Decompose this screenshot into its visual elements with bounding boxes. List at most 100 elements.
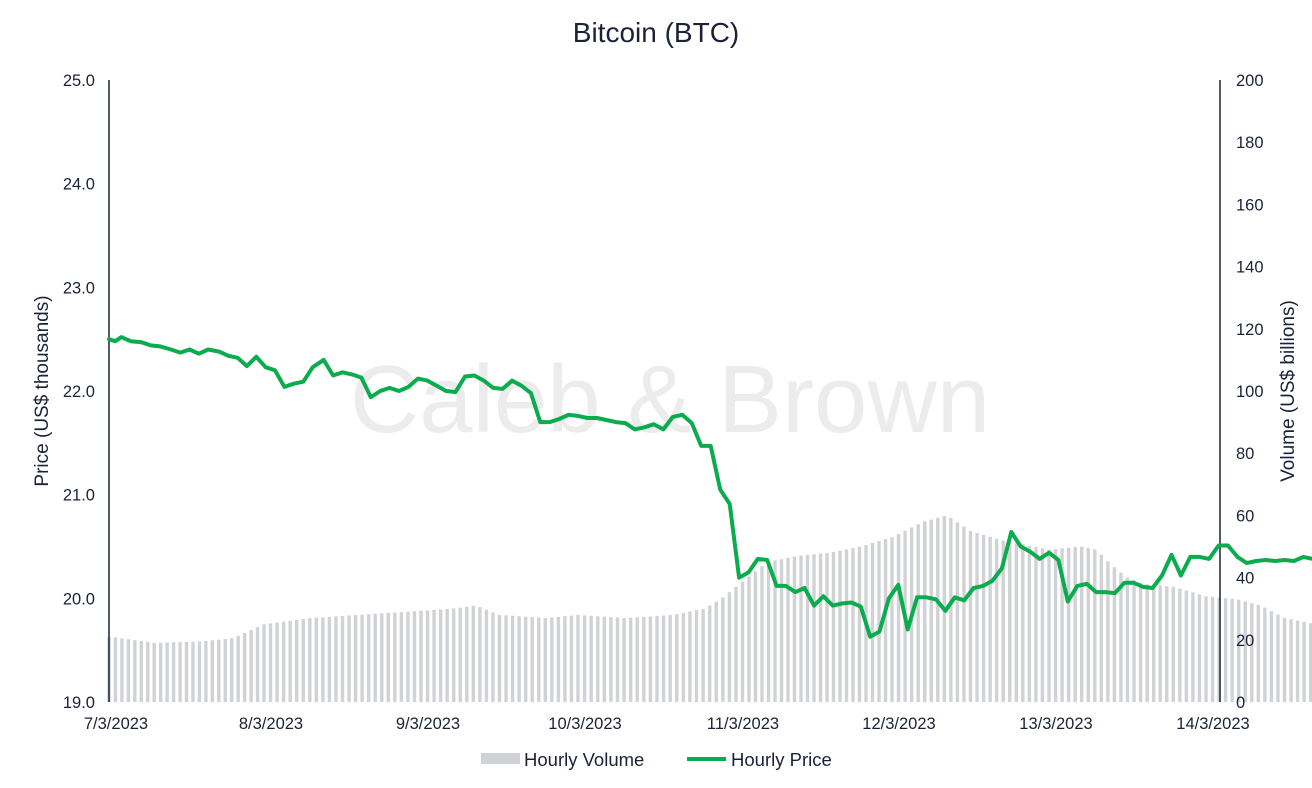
left-tick-label: 20.0 xyxy=(63,590,95,608)
legend: Hourly Volume Hourly Price xyxy=(481,749,832,770)
volume-bar xyxy=(537,617,541,702)
volume-bar xyxy=(694,610,699,702)
volume-bar xyxy=(1230,598,1234,702)
volume-bar xyxy=(760,566,764,702)
left-tick-label: 23.0 xyxy=(63,279,95,297)
volume-bar xyxy=(655,615,659,702)
volume-bar xyxy=(1060,548,1064,702)
volume-bar xyxy=(812,554,816,702)
volume-bar xyxy=(158,642,163,702)
volume-bar xyxy=(255,627,260,702)
right-tick-label: 80 xyxy=(1236,445,1254,463)
volume-bar xyxy=(1158,585,1162,702)
volume-bar xyxy=(438,609,443,702)
volume-bar xyxy=(615,617,620,702)
legend-volume-label: Hourly Volume xyxy=(524,749,644,770)
x-tick-label: 11/3/2023 xyxy=(707,715,779,733)
volume-bar xyxy=(779,559,784,702)
volume-bar xyxy=(753,571,758,702)
volume-bar xyxy=(668,615,672,702)
chart-title: Bitcoin (BTC) xyxy=(573,17,739,48)
volume-bar xyxy=(1112,567,1117,702)
volume-bar xyxy=(1243,601,1247,702)
volume-bar xyxy=(1066,547,1071,702)
volume-bar xyxy=(1119,572,1123,702)
volume-bar xyxy=(721,597,725,702)
volume-bar xyxy=(543,617,547,702)
right-tick-label: 20 xyxy=(1236,632,1254,650)
volume-bar xyxy=(786,557,790,702)
volume-bar xyxy=(432,609,436,702)
volume-bar xyxy=(327,616,332,702)
volume-bar xyxy=(582,615,587,702)
volume-bar xyxy=(191,641,195,702)
volume-bar xyxy=(563,616,567,702)
volume-bar xyxy=(714,601,718,702)
volume-bar xyxy=(1282,618,1287,702)
left-axis-label: Price (US$ thousands) xyxy=(32,295,53,486)
right-tick-label: 200 xyxy=(1236,72,1264,90)
volume-bar xyxy=(120,638,124,702)
volume-bar xyxy=(1263,607,1267,702)
volume-bar xyxy=(818,553,823,702)
volume-bar xyxy=(648,616,653,702)
volume-bar xyxy=(530,617,534,702)
volume-bar xyxy=(275,622,279,702)
right-tick-label: 160 xyxy=(1236,196,1264,214)
volume-bar xyxy=(1217,597,1221,702)
x-tick-label: 13/3/2023 xyxy=(1019,715,1092,733)
volume-bar xyxy=(747,576,751,702)
volume-bar xyxy=(1256,604,1261,702)
volume-bar xyxy=(347,615,351,702)
volume-bar xyxy=(126,639,131,702)
volume-bar xyxy=(471,605,476,702)
volume-bar xyxy=(792,556,797,702)
volume-bar xyxy=(1250,603,1254,702)
volume-bar xyxy=(936,517,940,702)
volume-bar xyxy=(949,517,953,702)
volume-bar xyxy=(681,612,686,702)
volume-bar xyxy=(281,621,286,702)
volume-bar xyxy=(242,632,247,702)
left-tick-label: 24.0 xyxy=(63,176,95,194)
volume-bar xyxy=(223,639,227,702)
volume-bar xyxy=(825,552,829,702)
volume-bar xyxy=(249,630,253,702)
volume-bar xyxy=(491,612,495,702)
volume-bar xyxy=(146,641,150,702)
volume-bar xyxy=(301,619,305,702)
volume-bar xyxy=(1165,586,1169,702)
volume-bar xyxy=(412,611,417,702)
volume-bar xyxy=(988,536,992,702)
volume-bar xyxy=(1289,619,1293,702)
volume-bar xyxy=(1027,545,1032,702)
volume-bar xyxy=(1008,541,1012,702)
volume-bar xyxy=(197,641,202,702)
volume-bar xyxy=(236,635,240,702)
volume-bar xyxy=(896,533,901,702)
volume-bar xyxy=(955,522,960,702)
volume-bar xyxy=(484,609,489,702)
volume-bar xyxy=(204,640,208,702)
volume-bar xyxy=(1151,584,1156,702)
volume-bar xyxy=(1099,554,1104,702)
volume-bar xyxy=(877,541,881,702)
volume-bar xyxy=(406,611,410,702)
left-tick-label: 19.0 xyxy=(63,694,95,712)
volume-bar xyxy=(1086,548,1090,702)
volume-bar xyxy=(340,615,345,702)
right-tick-label: 100 xyxy=(1236,383,1264,401)
x-tick-label: 9/3/2023 xyxy=(396,715,460,733)
volume-bar xyxy=(569,615,574,702)
volume-bar xyxy=(458,607,462,702)
volume-bar xyxy=(510,615,515,702)
volume-bar xyxy=(799,555,803,702)
right-axis-ticks: 0 20 40 60 80 100 120 140 160 180 200 xyxy=(1236,72,1264,712)
volume-bar xyxy=(465,606,469,702)
right-tick-label: 140 xyxy=(1236,259,1264,277)
volume-bar xyxy=(504,615,508,702)
volume-bar xyxy=(1034,547,1038,702)
x-tick-label: 7/3/2023 xyxy=(84,715,148,733)
watermark: Caleb & Brown xyxy=(350,346,990,453)
